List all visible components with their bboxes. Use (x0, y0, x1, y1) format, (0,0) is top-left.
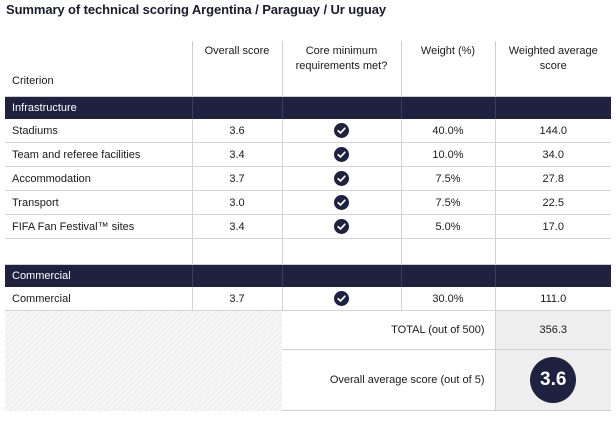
section-cell (400, 96, 495, 119)
section-cell (191, 96, 282, 119)
weight-cell: 10.0% (400, 142, 495, 167)
overall-score-cell: 3.0 (191, 190, 282, 215)
weighted-cell: 111.0 (494, 287, 611, 311)
weighted-cell: 27.8 (494, 166, 611, 191)
core-met-cell (281, 287, 401, 311)
core-met-cell (281, 166, 401, 191)
table-row: FIFA Fan Festival™ sites 3.4 5.0% 17.0 (5, 214, 611, 239)
section-header-commercial: Commercial (5, 264, 611, 287)
criterion-cell: Transport (5, 190, 192, 215)
header-core-minimum: Core minimum requirements met? (281, 41, 401, 97)
header-overall-score: Overall score (191, 41, 282, 97)
section-cell (191, 264, 282, 287)
check-icon (334, 171, 349, 186)
spacer-cell (191, 238, 282, 265)
criterion-cell: Team and referee facilities (5, 142, 192, 167)
section-cell (494, 96, 611, 119)
spacer-cell (281, 238, 401, 265)
section-label: Commercial (5, 264, 192, 287)
header-row: Criterion Overall score Core minimum req… (5, 41, 611, 97)
section-cell (494, 264, 611, 287)
spacer-cell (5, 238, 192, 265)
spacer-cell (494, 238, 611, 265)
total-label: TOTAL (out of 500) (282, 310, 495, 350)
check-icon (334, 219, 349, 234)
overall-score-cell: 3.4 (191, 214, 282, 239)
weight-cell: 5.0% (400, 214, 495, 239)
spacer-row (5, 238, 611, 265)
overall-score-cell: 3.7 (191, 287, 282, 311)
weight-cell: 7.5% (400, 166, 495, 191)
table-row: Transport 3.0 7.5% 22.5 (5, 190, 611, 215)
header-criterion: Criterion (5, 41, 192, 97)
criterion-cell: Accommodation (5, 166, 192, 191)
weighted-cell: 22.5 (494, 190, 611, 215)
table-row: Stadiums 3.6 40.0% 144.0 (5, 119, 611, 143)
total-value: 356.3 (494, 310, 611, 350)
section-cell (281, 96, 401, 119)
overall-score-cell: 3.6 (191, 119, 282, 143)
section-cell (281, 264, 401, 287)
scoring-table: Criterion Overall score Core minimum req… (5, 41, 611, 411)
overall-score-cell: 3.7 (191, 166, 282, 191)
core-met-cell (281, 190, 401, 215)
section-cell (400, 264, 495, 287)
total-row: TOTAL (out of 500) 356.3 (5, 310, 611, 411)
check-icon (334, 195, 349, 210)
core-met-cell (281, 119, 401, 143)
overall-score-cell: 3.4 (191, 142, 282, 167)
table-row: Team and referee facilities 3.4 10.0% 34… (5, 142, 611, 167)
section-header-infrastructure: Infrastructure (5, 96, 611, 119)
check-icon (334, 291, 349, 306)
check-icon (334, 123, 349, 138)
weight-cell: 40.0% (400, 119, 495, 143)
core-met-cell (281, 214, 401, 239)
overall-score-badge: 3.6 (530, 357, 577, 403)
spacer-cell (400, 238, 495, 265)
weighted-cell: 17.0 (494, 214, 611, 239)
weight-cell: 30.0% (400, 287, 495, 311)
criterion-cell: Stadiums (5, 119, 192, 143)
page-title: Summary of technical scoring Argentina /… (6, 2, 387, 17)
section-label: Infrastructure (5, 96, 192, 119)
table-row: Accommodation 3.7 7.5% 27.8 (5, 166, 611, 191)
hatched-area (5, 310, 282, 411)
check-icon (334, 147, 349, 162)
table-row: Commercial 3.7 30.0% 111.0 (5, 287, 611, 311)
overall-row: Overall average score (out of 5) 3.6 (5, 349, 611, 411)
weighted-cell: 144.0 (494, 119, 611, 143)
header-weight: Weight (%) (400, 41, 495, 97)
criterion-cell: FIFA Fan Festival™ sites (5, 214, 192, 239)
criterion-cell: Commercial (5, 287, 192, 311)
overall-average-cell: 3.6 (494, 349, 611, 411)
weighted-cell: 34.0 (494, 142, 611, 167)
header-weighted-average: Weighted average score (494, 41, 611, 97)
core-met-cell (281, 142, 401, 167)
weight-cell: 7.5% (400, 190, 495, 215)
overall-average-label: Overall average score (out of 5) (282, 349, 495, 411)
